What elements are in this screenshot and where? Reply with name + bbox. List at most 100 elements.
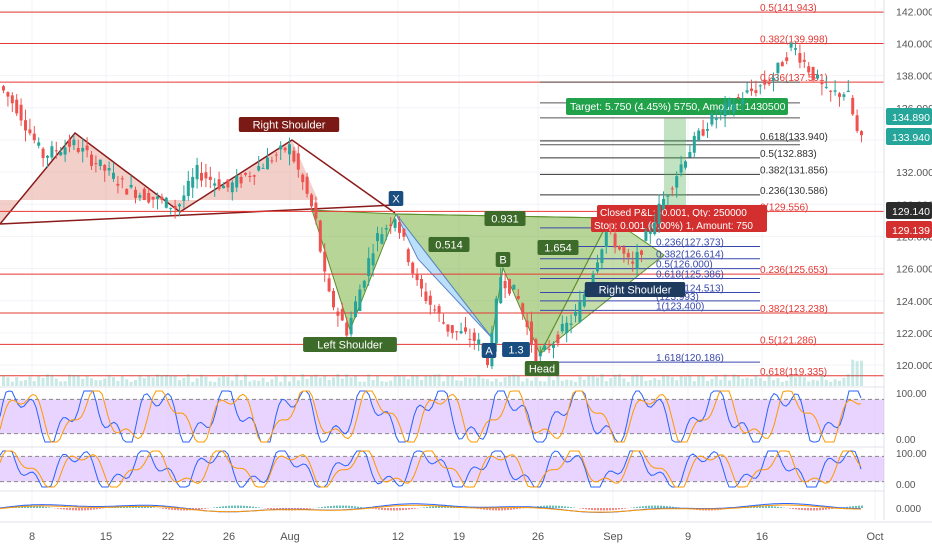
candle-body — [262, 168, 265, 169]
candle-body — [416, 274, 419, 281]
candle-body — [134, 190, 137, 198]
volume-bar — [81, 379, 84, 386]
osc-tick-top: 100.00 — [896, 389, 927, 400]
macd-hist-bar — [612, 508, 614, 510]
candle-body — [825, 87, 828, 88]
candle-body — [842, 94, 845, 97]
volume-bar — [112, 377, 115, 386]
volume-bar — [785, 381, 788, 386]
macd-hist-bar — [162, 508, 164, 509]
candle-body — [253, 175, 256, 176]
candle-body — [103, 165, 106, 171]
volume-bar — [178, 380, 181, 386]
macd-hist-bar — [357, 507, 359, 508]
macd-hist-bar — [75, 508, 77, 510]
volume-bar — [574, 382, 577, 386]
candle-body — [270, 160, 273, 161]
candle-body — [314, 203, 317, 219]
fib-left-label: 0.5(121.286) — [760, 335, 817, 346]
volume-bar — [266, 382, 269, 386]
volume-bar — [345, 374, 348, 386]
macd-hist-bar — [93, 508, 95, 510]
volume-bar — [156, 375, 159, 386]
candle-body — [108, 168, 111, 170]
volume-bar — [490, 381, 493, 386]
oscillator-stoch-rsi-1: 100.000.00 — [0, 387, 927, 446]
macd-hist-bar — [270, 508, 272, 509]
candle-body — [746, 90, 749, 92]
macd-hist-bar — [252, 507, 254, 508]
macd-hist-bar — [336, 506, 338, 508]
volume-bar — [820, 375, 823, 386]
macd-hist-bar — [504, 508, 506, 510]
fib-right-label: 1(123.400) — [656, 301, 704, 312]
macd-hist-bar — [816, 508, 818, 510]
volume-bar — [328, 380, 331, 386]
osc-band — [0, 399, 884, 433]
fib-right-label: 0.236(130.586) — [760, 186, 828, 197]
volume-bar — [477, 375, 480, 386]
candle-body — [834, 90, 837, 91]
candle-body — [116, 184, 119, 186]
volume-bar — [838, 381, 841, 386]
candle-body — [636, 252, 639, 269]
candle-body — [50, 146, 53, 157]
macd-hist-bar — [615, 508, 617, 510]
macd-hist-bar — [654, 506, 656, 508]
volume-bar — [323, 375, 326, 386]
volume-bar — [72, 375, 75, 386]
macd-hist-bar — [165, 508, 167, 509]
candle-body — [266, 158, 269, 170]
price-badge-text: 129.140 — [892, 206, 930, 218]
price-tick-label: 126.000 — [896, 264, 932, 276]
macd-hist-bar — [510, 508, 512, 510]
candle-body — [438, 306, 441, 314]
volume-bar — [715, 376, 718, 386]
macd-hist-bar — [585, 508, 587, 509]
candle-body — [328, 278, 331, 291]
candle-body — [847, 91, 850, 92]
candle-body — [257, 166, 260, 170]
candle-body — [358, 290, 361, 311]
volume-bar — [631, 375, 634, 386]
volume-bar — [394, 376, 397, 386]
macd-hist-bar — [594, 508, 596, 510]
time-tick-label: 9 — [685, 531, 691, 543]
volume-bar — [737, 376, 740, 386]
candle-body — [543, 346, 546, 350]
candle-body — [147, 193, 150, 202]
macd-hist-bar — [321, 507, 323, 508]
candle-body — [759, 85, 762, 86]
volume-bar — [279, 382, 282, 386]
macd-hist-bar — [636, 507, 638, 508]
volume-bar — [306, 379, 309, 386]
volume-bar — [662, 375, 665, 386]
volume-bar — [385, 382, 388, 386]
candle-body — [389, 225, 392, 226]
macd-hist-bar — [804, 508, 806, 510]
candle-body — [372, 253, 375, 265]
volume-bar — [856, 361, 859, 386]
candle-body — [284, 148, 287, 151]
candle-body — [380, 234, 383, 244]
macd-hist-bar — [390, 508, 392, 510]
macd-hist-bar — [414, 508, 416, 509]
volume-bar — [684, 377, 687, 386]
volume-bar — [24, 380, 27, 386]
volume-bar — [358, 382, 361, 386]
candle-body — [460, 331, 463, 333]
volume-bar — [138, 375, 141, 386]
macd-hist-bar — [267, 508, 269, 509]
volume-bar — [499, 382, 502, 386]
macd-hist-bar — [849, 506, 851, 508]
volume-bar — [583, 380, 586, 386]
pattern-label-text: X — [392, 194, 400, 206]
macd-hist-bar — [780, 507, 782, 508]
candle-body — [407, 249, 410, 262]
volume-bar — [292, 377, 295, 386]
candle-body — [644, 231, 647, 241]
candle-body — [433, 309, 436, 310]
volume-bar — [693, 381, 696, 386]
candle-body — [622, 247, 625, 254]
